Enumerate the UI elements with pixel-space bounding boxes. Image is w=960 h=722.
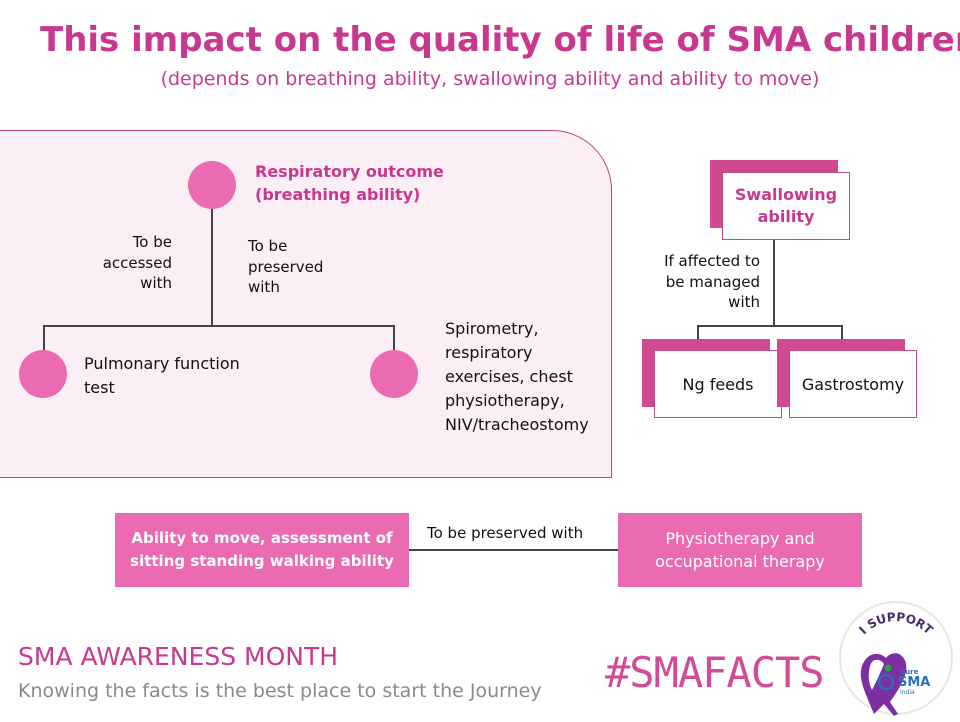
preserved-with-label: To be preserved with (248, 237, 324, 296)
respiratory-title-line2: (breathing ability) (255, 185, 421, 204)
swallowing-right-drop (841, 325, 843, 339)
managed-with-label: If affected to be managed with (664, 252, 760, 311)
swallowing-ability-box: Swallowing ability (722, 172, 850, 240)
footer-title: SMA AWARENESS MONTH (18, 642, 339, 671)
movement-connector-line (409, 549, 619, 551)
physiotherapy-box: Physiotherapy and occupational therapy (618, 513, 862, 587)
respiratory-outcome-label: Respiratory outcome (breathing ability) (255, 160, 444, 206)
cure-sma-logo: I SUPPORT Cure SMA India (834, 598, 954, 718)
logo-cure-text: Cure (900, 668, 919, 676)
respiratory-branch-line (43, 325, 394, 327)
swallowing-branch-line (697, 325, 842, 327)
respiratory-left-drop (43, 325, 45, 351)
support-ribbon-icon: I SUPPORT Cure SMA India (839, 601, 953, 716)
page-subtitle: (depends on breathing ability, swallowin… (160, 68, 820, 90)
ability-to-move-box: Ability to move, assessment of sitting s… (115, 513, 409, 587)
respiratory-panel (0, 130, 612, 478)
ng-feeds-box: Ng feeds (654, 350, 782, 418)
swallowing-left-drop (697, 325, 699, 339)
respiratory-preservation-text: Spirometry, respiratory exercises, chest… (445, 319, 589, 434)
logo-india-text: India (900, 689, 915, 696)
preservation-circle (370, 350, 418, 398)
footer-tagline: Knowing the facts is the best place to s… (18, 680, 542, 702)
pulmonary-test-circle (19, 350, 67, 398)
pulmonary-function-test-text: Pulmonary function test (84, 354, 240, 397)
movement-connector-label: To be preserved with (427, 524, 584, 542)
page-title: This impact on the quality of life of SM… (40, 20, 960, 60)
hashtag-text: #SMAFACTS (605, 648, 825, 697)
respiratory-root-circle (188, 161, 236, 209)
accessed-with-label: To be accessed with (102, 233, 172, 292)
swallowing-trunk-line (773, 240, 775, 326)
logo-sma-text: SMA (898, 675, 930, 690)
respiratory-right-drop (393, 325, 395, 351)
respiratory-title-line1: Respiratory outcome (255, 162, 444, 181)
gastrostomy-box: Gastrostomy (789, 350, 917, 418)
respiratory-trunk-line (211, 209, 213, 326)
